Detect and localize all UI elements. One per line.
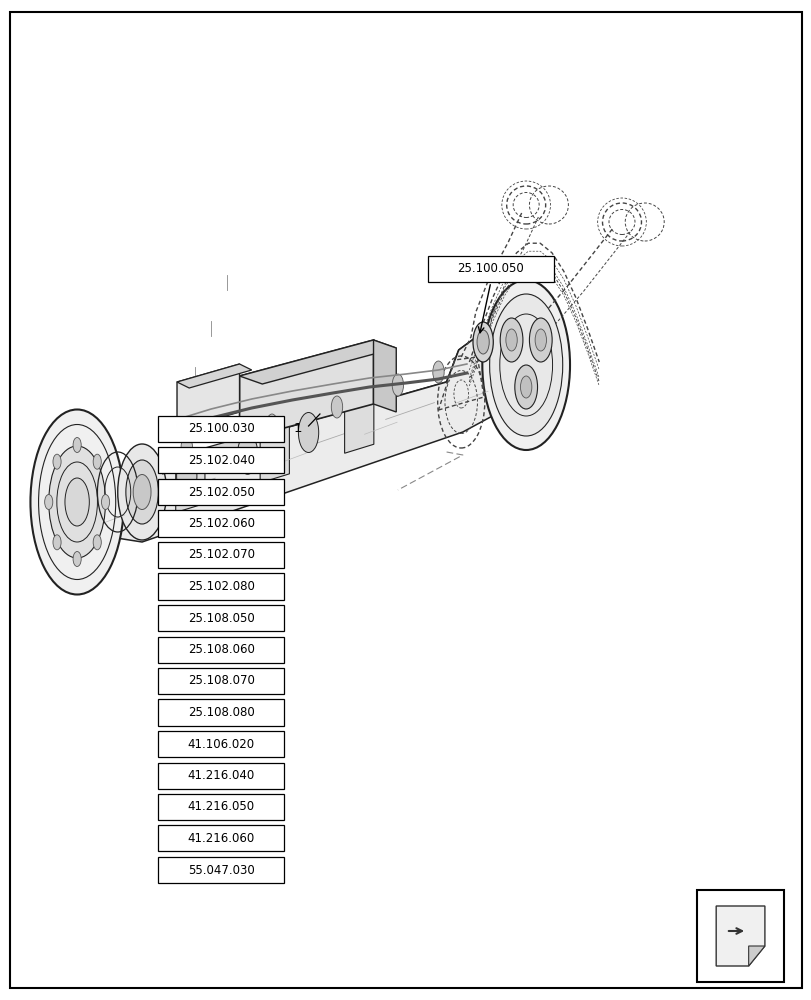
Ellipse shape [237,434,257,474]
Polygon shape [175,450,204,512]
Ellipse shape [534,329,546,351]
Text: 1: 1 [294,422,302,435]
Ellipse shape [101,494,109,510]
FancyBboxPatch shape [158,825,284,851]
Text: 41.216.050: 41.216.050 [187,800,255,813]
Ellipse shape [176,456,196,496]
Polygon shape [748,946,764,966]
Polygon shape [58,330,519,542]
Ellipse shape [476,330,488,354]
Polygon shape [715,906,764,966]
FancyBboxPatch shape [158,668,284,694]
Ellipse shape [529,318,551,362]
FancyBboxPatch shape [158,699,284,725]
FancyBboxPatch shape [158,794,284,820]
Ellipse shape [65,478,89,526]
Polygon shape [177,364,251,388]
Ellipse shape [133,475,151,510]
Ellipse shape [266,414,277,436]
FancyBboxPatch shape [158,605,284,631]
FancyBboxPatch shape [427,256,553,282]
Ellipse shape [298,412,318,452]
Ellipse shape [432,361,444,383]
Text: 25.102.050: 25.102.050 [187,486,255,498]
Polygon shape [58,330,523,522]
Ellipse shape [482,280,569,450]
Ellipse shape [45,494,53,510]
FancyBboxPatch shape [158,416,284,442]
Ellipse shape [331,396,342,418]
Polygon shape [373,340,396,412]
Text: 25.102.060: 25.102.060 [187,517,255,530]
FancyBboxPatch shape [158,762,284,788]
Ellipse shape [489,294,562,436]
FancyBboxPatch shape [696,890,783,982]
FancyBboxPatch shape [158,447,284,473]
FancyBboxPatch shape [158,857,284,883]
Ellipse shape [514,365,537,409]
Polygon shape [177,364,239,430]
Text: 41.216.060: 41.216.060 [187,832,255,845]
FancyBboxPatch shape [158,573,284,599]
Ellipse shape [73,552,81,566]
Polygon shape [239,340,373,440]
Ellipse shape [126,460,158,524]
Polygon shape [239,340,396,384]
FancyBboxPatch shape [158,542,284,568]
Ellipse shape [93,454,101,469]
Ellipse shape [53,535,61,550]
Ellipse shape [520,376,531,398]
Text: 55.047.030: 55.047.030 [187,863,255,876]
FancyBboxPatch shape [158,510,284,536]
Polygon shape [162,437,243,474]
FancyBboxPatch shape [158,636,284,662]
Ellipse shape [73,438,81,452]
Ellipse shape [49,446,105,558]
Ellipse shape [93,535,101,550]
FancyBboxPatch shape [158,479,284,505]
Ellipse shape [53,454,61,469]
Ellipse shape [181,436,192,458]
Polygon shape [344,391,373,453]
Text: 25.100.030: 25.100.030 [187,422,255,435]
Polygon shape [260,421,289,483]
Text: 41.216.040: 41.216.040 [187,769,255,782]
Text: 25.102.040: 25.102.040 [187,454,255,467]
Text: 25.108.060: 25.108.060 [187,643,255,656]
Text: 25.100.050: 25.100.050 [457,262,524,275]
Ellipse shape [118,444,166,540]
Text: 25.108.050: 25.108.050 [187,611,255,624]
Text: 41.106.020: 41.106.020 [187,737,255,750]
Ellipse shape [505,329,517,351]
Ellipse shape [392,374,403,396]
Text: 25.102.070: 25.102.070 [187,548,255,561]
Text: 25.102.080: 25.102.080 [187,580,255,593]
FancyBboxPatch shape [158,731,284,757]
Ellipse shape [472,322,492,362]
Text: 25.108.070: 25.108.070 [187,674,255,688]
Ellipse shape [31,410,123,594]
Text: 25.108.080: 25.108.080 [187,706,255,719]
Ellipse shape [500,318,522,362]
